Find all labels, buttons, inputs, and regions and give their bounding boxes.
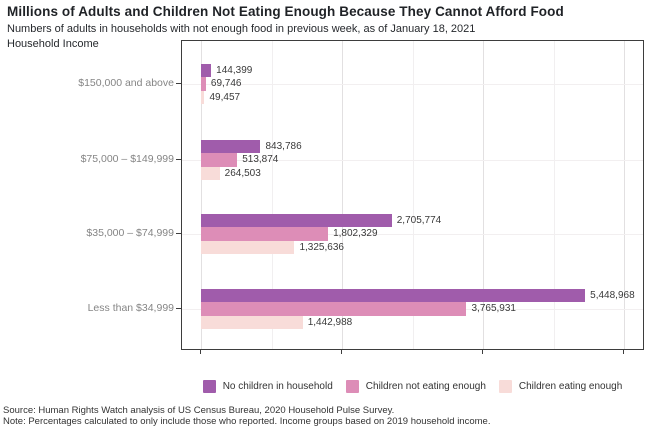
y-axis-title: Household Income	[7, 38, 99, 50]
bar-value-label: 3,765,931	[471, 303, 516, 315]
bar	[201, 153, 238, 167]
bar	[201, 166, 220, 181]
bar-value-label: 843,786	[265, 141, 302, 152]
bar	[201, 64, 212, 78]
bar-value-label: 5,448,968	[590, 290, 635, 301]
gridline-horizontal	[182, 234, 643, 236]
gridline-vertical	[412, 41, 414, 349]
footer-note: Note: Percentages calculated to only inc…	[3, 416, 491, 427]
gridline-vertical	[201, 41, 202, 349]
bar-value-label: 1,802,329	[333, 228, 378, 240]
gridline-horizontal	[182, 84, 643, 86]
bar	[201, 240, 295, 255]
legend-item: Children not eating enough	[345, 380, 486, 393]
y-axis-tick	[176, 159, 181, 161]
y-axis-category-label: $150,000 and above	[78, 76, 174, 89]
x-axis-tick	[482, 350, 483, 354]
bar	[201, 302, 467, 316]
bar	[201, 315, 303, 330]
gridline-vertical	[624, 41, 625, 349]
bar-value-label: 1,442,988	[307, 316, 353, 328]
y-axis-tick	[176, 83, 181, 85]
y-axis-category-label: Less than $34,999	[87, 301, 174, 314]
y-axis-tick	[176, 308, 181, 310]
y-axis-category-label: $75,000 – $149,999	[80, 152, 174, 165]
bar-value-label: 2,705,774	[396, 215, 442, 226]
legend-swatch	[345, 380, 359, 393]
gridline-vertical	[553, 41, 555, 349]
bar	[201, 227, 329, 241]
bar	[201, 140, 261, 154]
legend-label: Children not eating enough	[365, 381, 486, 392]
legend-item: Children eating enough	[498, 380, 623, 393]
x-axis-tick	[623, 350, 624, 354]
x-axis-tick	[341, 350, 342, 354]
bar	[201, 77, 206, 91]
legend: No children in household Children not eat…	[181, 380, 644, 393]
bar	[201, 289, 586, 303]
footer-source: Source: Human Rights Watch analysis of U…	[3, 405, 395, 416]
bar	[201, 90, 205, 105]
y-axis-category-label: $35,000 – $74,999	[86, 226, 174, 239]
legend-label: Children eating enough	[518, 381, 623, 392]
chart-subtitle: Numbers of adults in households with not…	[7, 23, 476, 35]
bar-value-label: 49,457	[209, 91, 241, 103]
gridline-vertical	[342, 41, 343, 349]
gridline-horizontal	[182, 160, 643, 162]
chart-title: Millions of Adults and Children Not Eati…	[7, 4, 564, 19]
legend-item: No children in household	[202, 380, 333, 393]
legend-label: No children in household	[222, 381, 333, 392]
bar-value-label: 144,399	[216, 65, 253, 76]
bar-value-label: 1,325,636	[299, 241, 344, 253]
x-axis-tick	[200, 350, 201, 354]
gridline-vertical	[483, 41, 484, 349]
bar-value-label: 69,746	[210, 78, 242, 90]
legend-swatch	[202, 380, 216, 393]
bar	[201, 214, 392, 228]
gridline-vertical	[271, 41, 273, 349]
bar-value-label: 264,503	[224, 167, 261, 179]
y-axis-tick	[176, 233, 181, 235]
plot-panel: 144,399 69,746 49,457 843,786 513,874 264,503…	[181, 40, 644, 350]
legend-swatch	[498, 380, 512, 393]
bar-value-label: 513,874	[242, 154, 279, 166]
